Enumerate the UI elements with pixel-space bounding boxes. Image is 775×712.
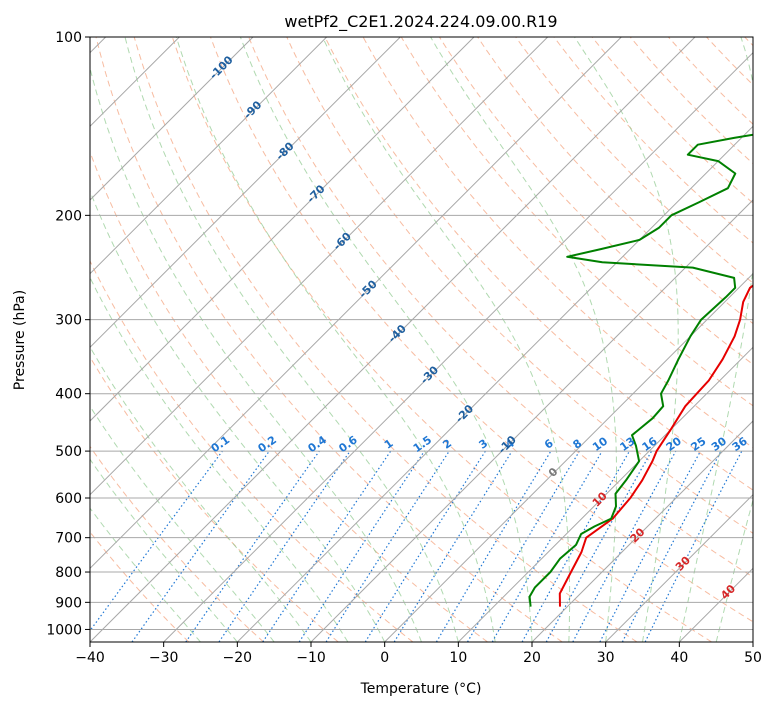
moist-adiabat-line [323,37,570,642]
y-tick-label: 100 [55,30,82,46]
isotherm-line [679,37,775,642]
mixing-ratio-label: 0.4 [306,433,330,455]
dry-adiabat-label: -60 [331,230,354,253]
moist-adiabat-line [679,37,760,642]
x-tick-label: −30 [149,650,179,666]
dry-adiabat-label: -40 [386,322,409,345]
isotherm-line [0,37,400,642]
dry-adiabat-line [0,37,189,642]
moist-adiabat-line [0,37,237,642]
mixing-ratio-label: 0.6 [336,433,360,455]
mixing-ratio-line [600,451,701,642]
moist-adiabat-line [0,37,311,642]
dry-adiabat-line [134,37,637,642]
moist-adiabat-line [240,37,532,642]
isotherm-line [458,37,775,642]
isotherm-line [0,37,253,642]
x-axis: −40 −30 −20 −10 0 10 20 30 40 50 [75,642,762,666]
y-tick-label: 600 [55,491,82,507]
moist-adiabat-line [125,37,458,642]
moist-adiabat-line [17,37,348,642]
mixing-ratio-line [326,451,449,642]
isotherm-line [753,37,775,642]
mixing-ratio-line [468,451,580,642]
moist-adiabat-label: 20 [628,525,648,545]
x-tick-label: −40 [75,650,105,666]
mixing-ratio-line [263,451,391,642]
dry-adiabat-label: -70 [304,182,327,205]
isotherm-line [0,37,327,642]
mixing-ratio-line [573,451,676,642]
dry-adiabat-label: -50 [356,277,379,300]
dry-adiabat-line [0,37,264,642]
x-tick-label: −20 [223,650,253,666]
moist-adiabat-line [0,37,274,642]
mixing-ratio-line [219,451,350,642]
dry-adiabat-line [516,37,775,642]
y-tick-label: 800 [55,565,82,581]
mixing-ratio-label: 1.5 [411,433,434,455]
x-tick-label: 50 [744,650,762,666]
x-tick-label: 20 [523,650,541,666]
dry-adiabat-label: -80 [273,139,296,162]
y-tick-label: 700 [55,531,82,547]
mixing-ratio-line [522,451,629,642]
y-tick-label: 300 [55,313,82,329]
moist-adiabat-line [575,37,679,642]
y-axis-label: Pressure (hPa) [12,290,28,390]
dry-adiabat-line [554,37,775,642]
isotherm-line [311,37,775,642]
dry-adiabat-line [707,37,775,642]
y-axis: 100 200 300 400 500 600 700 800 900 1000 [46,30,90,638]
moist-adiabat-label: 40 [718,582,738,602]
grid-lines [0,37,775,642]
mixing-ratio-line [436,451,551,642]
y-tick-label: 200 [55,208,82,224]
dry-adiabat-label: -30 [418,363,441,386]
mixing-ratio-line [82,451,223,642]
x-tick-label: −10 [296,650,326,666]
background-lines [0,37,775,642]
x-tick-label: 0 [380,650,389,666]
dry-adiabat-label: -20 [453,402,476,425]
chart-title: wetPf2_C2E1.2024.224.09.00.R19 [284,12,557,32]
dry-adiabat-line [20,37,413,642]
x-tick-label: 10 [449,650,467,666]
y-tick-label: 400 [55,387,82,403]
dry-adiabat-line [745,37,775,642]
dry-adiabat-label: -100 [207,53,236,82]
y-tick-label: 900 [55,595,82,611]
dry-adiabat-line [58,37,488,642]
mixing-ratio-line [365,451,485,642]
x-tick-label: 30 [597,650,615,666]
mixing-ratio-label: 0.1 [209,433,232,455]
mixing-ratio-label: 2 [440,437,454,452]
moist-adiabat-line [176,37,495,642]
moist-adiabat-label: 0 [546,465,561,480]
y-tick-label: 500 [55,444,82,460]
isotherm-line [237,37,775,642]
moist-adiabat-line [716,37,775,642]
isotherm-line [0,37,474,642]
moist-adiabat-line [0,37,201,642]
x-axis-label: Temperature (°C) [360,681,482,697]
dry-adiabat-line [592,37,775,642]
x-tick-label: 40 [670,650,688,666]
dry-adiabat-label: -90 [241,98,264,121]
moist-adiabat-label: 30 [673,553,693,573]
dry-adiabat-line [0,37,338,642]
dry-adiabat-line [668,37,775,642]
mixing-ratio-line [299,451,424,642]
y-tick-label: 1000 [46,622,82,638]
plot-frame [90,37,753,642]
moist-adiabat-label: 10 [590,489,610,509]
isotherm-line [16,37,621,642]
isotherm-line [385,37,775,642]
temperature-line [560,37,775,607]
